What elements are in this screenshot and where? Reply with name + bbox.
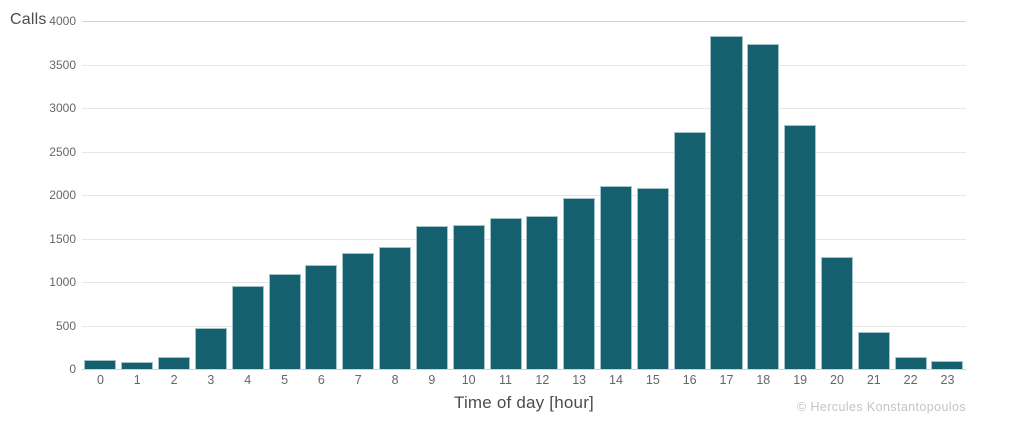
bar-slot-hour-11 [487,21,524,369]
y-tick-label-2500: 2500 [49,144,76,159]
x-tick-label-7: 7 [354,373,362,387]
bar-hour-2 [158,356,191,369]
x-tick-label-8: 8 [391,373,399,387]
gridline-0 [82,369,966,370]
bar-slot-hour-0 [82,21,119,369]
bar-hour-21 [857,332,890,369]
x-tick-label-1: 1 [133,373,141,387]
bar-hour-22 [894,357,927,369]
bar-hour-4 [231,286,264,369]
gridline-1000 [82,282,966,283]
y-axis-title: Calls [10,11,47,28]
bar-hour-0 [84,360,117,369]
bar-hour-18 [747,43,780,369]
bar-slot-hour-8 [377,21,414,369]
x-tick-label-22: 22 [903,373,918,387]
x-tick-label-23: 23 [940,373,955,387]
y-tick-label-2000: 2000 [49,188,76,202]
bar-slot-hour-20 [819,21,856,369]
bar-hour-15 [636,188,669,369]
x-tick-label-12: 12 [535,373,550,387]
bar-slot-hour-13 [561,21,598,369]
bar-hour-19 [784,125,817,369]
x-tick-label-11: 11 [499,373,513,387]
bar-slot-hour-16 [671,21,708,369]
bar-slot-hour-12 [524,21,561,369]
bar-slot-hour-23 [929,21,966,369]
gridline-500 [82,325,966,327]
y-tick-label-0: 0 [69,362,76,376]
x-tick-label-17: 17 [719,373,734,387]
gridline-2500 [82,151,966,153]
x-tick-label-5: 5 [281,373,289,387]
bar-hour-23 [931,361,964,369]
y-tick-label-500: 500 [55,318,76,333]
x-tick-label-10: 10 [461,373,476,387]
bar-slot-hour-21 [855,21,892,369]
x-tick-label-0: 0 [96,373,104,387]
y-tick-label-3000: 3000 [49,101,76,115]
x-tick-label-2: 2 [170,373,178,387]
gridline-1500 [82,238,966,240]
bar-slot-hour-4 [229,21,266,369]
bar-slot-hour-10 [450,21,487,369]
gridline-3000 [82,108,966,109]
gridline-2000 [82,195,966,196]
x-tick-label-9: 9 [428,373,436,387]
bar-hour-8 [379,247,412,369]
x-tick-label-20: 20 [830,373,844,387]
bar-hour-11 [489,217,522,369]
bar-slot-hour-15 [634,21,671,369]
bar-slot-hour-22 [892,21,929,369]
x-tick-label-14: 14 [609,373,623,387]
bar-slot-hour-18 [745,21,782,369]
y-tick-label-4000: 4000 [49,14,76,28]
bar-hour-10 [452,225,485,369]
bar-hour-9 [415,226,448,369]
y-tick-label-1500: 1500 [49,231,76,246]
bar-hour-16 [673,131,706,369]
bar-slot-hour-6 [303,21,340,369]
plot-area [82,21,966,370]
bar-slot-hour-19 [782,21,819,369]
y-tick-label-3500: 3500 [49,57,76,72]
x-tick-label-4: 4 [244,373,252,387]
gridline-4000 [82,21,966,22]
bar-hour-20 [820,256,853,369]
x-tick-label-18: 18 [756,373,771,387]
bar-slot-hour-3 [192,21,229,369]
bar-hour-12 [526,215,559,369]
bar-hour-5 [268,274,301,369]
y-tick-label-1000: 1000 [49,275,76,289]
x-tick-label-3: 3 [207,373,215,387]
x-tick-label-15: 15 [645,373,660,387]
x-axis-tick-labels: 0 1 2 3 4 5 6 7 8 9 10 11 12 13 14 15 16 17 18 19 20 21 22 23 [82,373,966,387]
bar-slot-hour-2 [156,21,193,369]
x-tick-label-21: 21 [866,373,881,387]
x-tick-label-13: 13 [572,373,587,387]
bar-hour-6 [305,265,338,369]
bar-slot-hour-7 [340,21,377,369]
bar-slot-hour-17 [708,21,745,369]
x-tick-label-16: 16 [682,373,697,387]
bar-slot-hour-1 [119,21,156,369]
attribution: © Hercules Konstantopoulos [796,400,966,414]
bar-hour-14 [599,186,633,369]
bar-hour-3 [194,328,227,369]
bar-hour-17 [710,35,743,369]
x-axis-title: Time of day [hour] [454,393,594,412]
bar-hour-7 [342,253,375,369]
x-tick-label-19: 19 [793,373,808,387]
bar-slot-hour-9 [413,21,450,369]
bars-container [82,21,966,369]
x-tick-label-6: 6 [317,373,325,387]
bar-slot-hour-5 [266,21,303,369]
bar-hour-1 [121,362,154,369]
gridline-3500 [82,64,966,66]
bar-hour-13 [563,198,596,369]
bar-slot-hour-14 [598,21,635,369]
